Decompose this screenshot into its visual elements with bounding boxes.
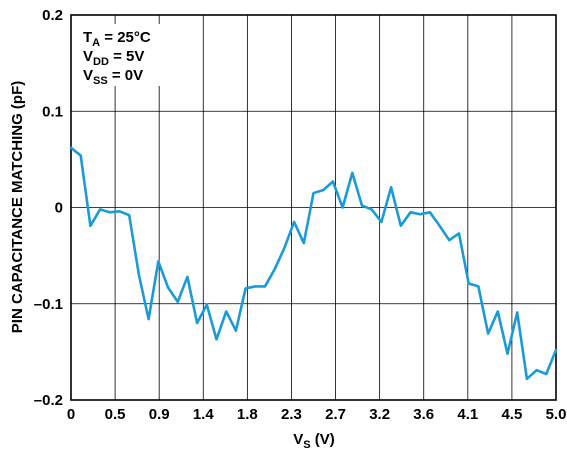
annotation-vss-rest: = 0V xyxy=(108,67,143,84)
x-axis-title-sub: S xyxy=(303,439,310,451)
x-tick-label: 0.9 xyxy=(149,406,170,423)
x-tick-label: 4.5 xyxy=(501,406,522,423)
plot-frame xyxy=(70,14,557,401)
conditions-annotation: TA = 25°C VDD = 5V VSS = 0V xyxy=(77,24,171,87)
x-axis-title-unit: (V) xyxy=(311,431,335,448)
annotation-vss-main: V xyxy=(83,67,93,84)
annotation-temperature-main: T xyxy=(83,29,92,46)
x-tick-label: 4.1 xyxy=(457,406,478,423)
annotation-vdd-rest: = 5V xyxy=(109,48,144,65)
annotation-vdd: VDD = 5V xyxy=(83,48,144,68)
y-tick-label: 0.1 xyxy=(42,103,63,120)
y-axis-title: PIN CAPACITANCE MATCHING (pF) xyxy=(9,81,26,333)
x-tick-label: 1.8 xyxy=(237,406,258,423)
annotation-vss: VSS = 0V xyxy=(83,67,143,87)
x-axis-ticks: 0 0.5 0.9 1.4 1.8 2.3 2.7 3.2 3.6 4.1 4.5 5.0 xyxy=(67,406,567,423)
x-tick-label: 0.5 xyxy=(105,406,126,423)
y-tick-label: –0.2 xyxy=(34,392,63,409)
y-axis-ticks: –0.2 –0.1 0 0.1 0.2 xyxy=(34,7,63,409)
x-axis-title: VS (V) xyxy=(293,431,335,451)
series-group xyxy=(69,146,558,381)
annotation-temperature-rest: = 25°C xyxy=(100,29,151,46)
x-tick-label: 1.4 xyxy=(193,406,215,423)
x-tick-label: 5.0 xyxy=(546,406,567,423)
annotation-vdd-sub: DD xyxy=(93,56,109,68)
y-tick-label: 0 xyxy=(55,200,63,217)
y-tick-label: –0.1 xyxy=(34,296,63,313)
x-axis-title-main: V xyxy=(293,431,303,448)
annotation-background xyxy=(77,24,171,86)
x-tick-label: 3.6 xyxy=(413,406,434,423)
annotation-temperature: TA = 25°C xyxy=(83,29,151,49)
series-line xyxy=(69,146,558,381)
annotation-vdd-main: V xyxy=(83,48,93,65)
x-tick-label: 2.3 xyxy=(281,406,302,423)
annotation-vss-sub: SS xyxy=(93,75,108,87)
x-tick-label: 3.2 xyxy=(369,406,390,423)
y-tick-label: 0.2 xyxy=(42,7,63,24)
x-tick-label: 0 xyxy=(67,406,75,423)
annotation-temperature-sub: A xyxy=(92,37,100,49)
x-tick-label: 2.7 xyxy=(325,406,346,423)
